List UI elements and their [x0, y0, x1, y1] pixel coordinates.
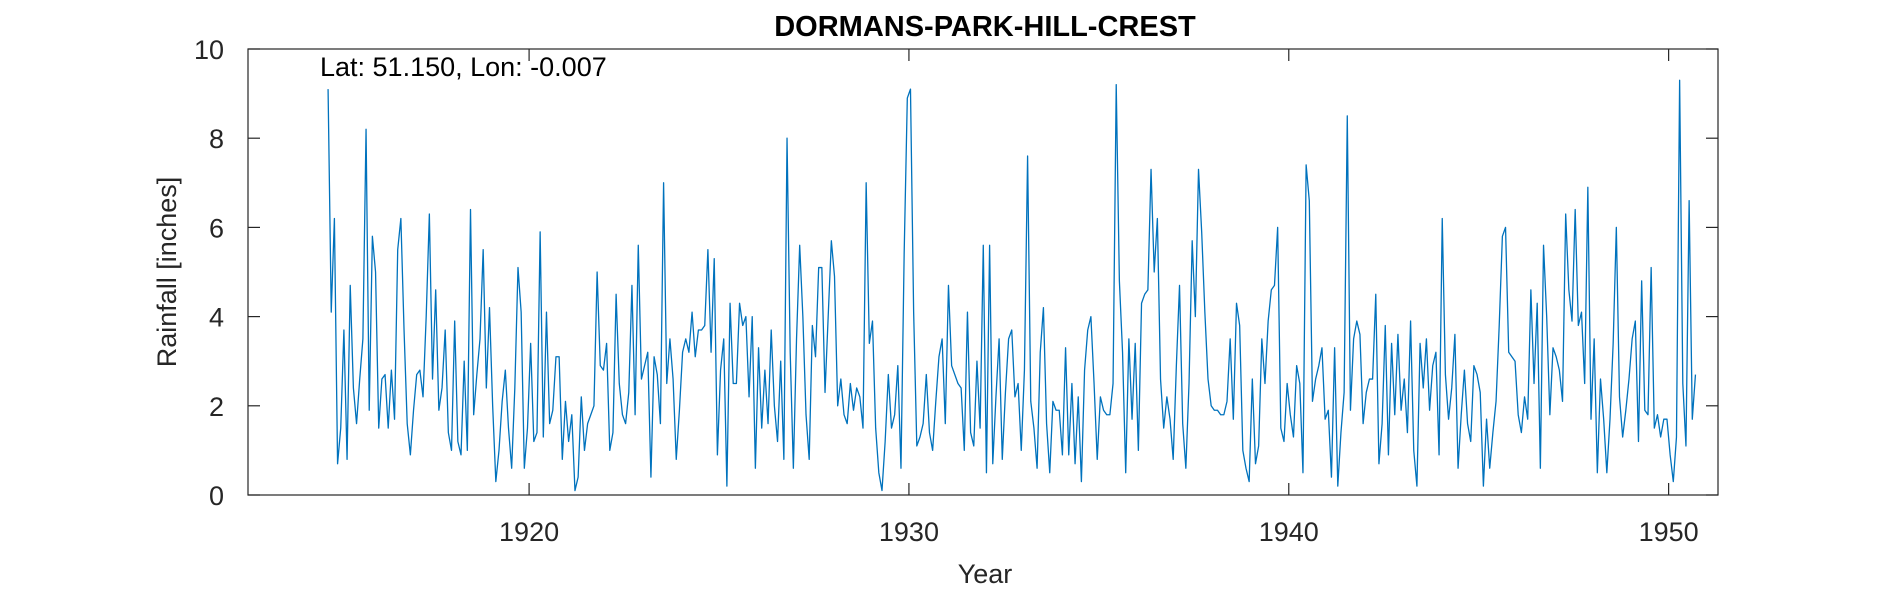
x-axis-label: Year — [958, 559, 1013, 589]
x-tick-label: 1940 — [1259, 517, 1319, 547]
y-tick-label: 8 — [209, 124, 224, 154]
x-tick-label: 1950 — [1639, 517, 1699, 547]
y-tick-label: 4 — [209, 303, 224, 333]
x-tick-label: 1920 — [499, 517, 559, 547]
y-tick-label: 6 — [209, 213, 224, 243]
y-tick-label: 10 — [194, 35, 224, 65]
chart-title: DORMANS-PARK-HILL-CREST — [774, 11, 1196, 43]
x-tick-label: 1930 — [879, 517, 939, 547]
plot-frame — [247, 48, 1719, 496]
y-tick-label: 0 — [209, 481, 224, 511]
y-axis-label: Rainfall [inches] — [152, 177, 182, 368]
plot-area: 1920 1930 1940 1950 0 2 4 6 8 10 — [194, 35, 1719, 547]
y-tick-label: 2 — [209, 392, 224, 422]
chart-annotation: Lat: 51.150, Lon: -0.007 — [320, 52, 607, 82]
rainfall-series-line — [327, 79, 1697, 492]
